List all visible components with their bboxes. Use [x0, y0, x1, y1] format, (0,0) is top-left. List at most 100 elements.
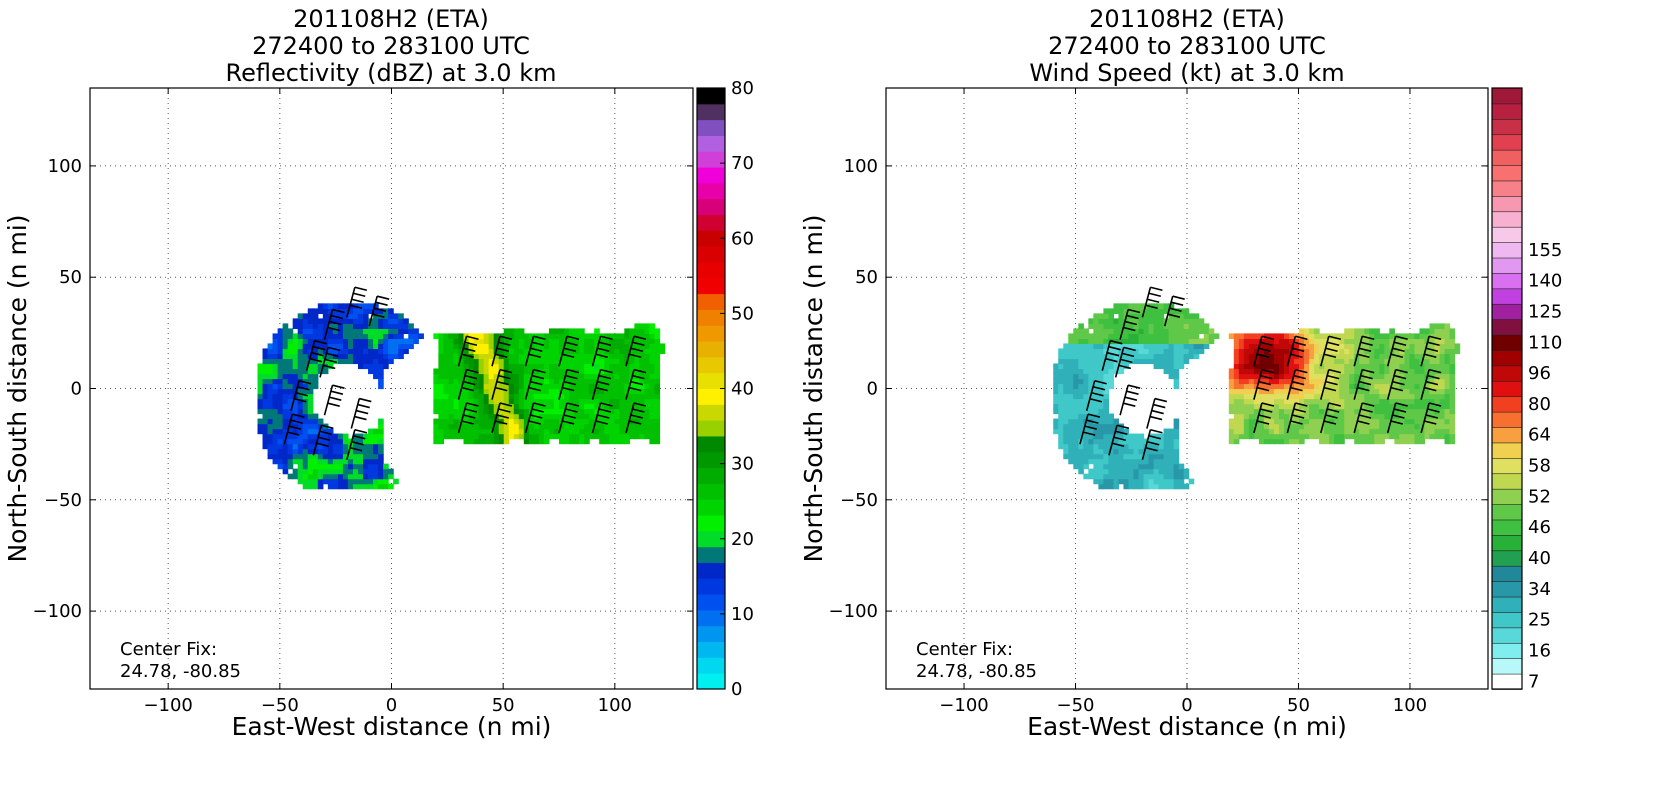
data-cell: [1253, 358, 1260, 365]
data-cell: [383, 358, 389, 365]
data-cell: [1268, 393, 1275, 400]
data-cell: [1078, 398, 1084, 405]
data-cell: [468, 363, 475, 370]
data-cell: [363, 468, 369, 475]
wind-barb-flag: [630, 347, 643, 353]
chart-title-line: 272400 to 283100 UTC: [252, 32, 530, 60]
data-cell: [1073, 458, 1079, 465]
data-cell: [1168, 308, 1175, 314]
data-cell: [1304, 383, 1310, 390]
data-cell: [574, 438, 580, 445]
data-cell: [1283, 438, 1290, 445]
data-cell: [368, 428, 374, 435]
data-cell: [1329, 418, 1335, 425]
data-cell: [1128, 473, 1135, 480]
wind-barb-flag: [528, 386, 541, 392]
data-cell: [388, 483, 394, 490]
data-cell: [1294, 433, 1300, 440]
data-cell: [493, 423, 500, 430]
data-cell: [1414, 438, 1421, 445]
data-cell: [267, 398, 274, 405]
data-cell: [1289, 408, 1295, 415]
data-cell: [438, 353, 445, 360]
data-cell: [639, 383, 646, 390]
data-cell: [508, 328, 515, 335]
y-tick-label: 0: [867, 379, 878, 400]
data-cell: [1158, 358, 1165, 365]
data-cell: [272, 373, 279, 380]
data-cell: [1419, 343, 1426, 350]
data-cell: [478, 388, 485, 395]
data-cell: [433, 393, 439, 400]
data-cell: [1309, 368, 1315, 375]
data-cell: [634, 433, 640, 440]
data-cell: [443, 368, 450, 375]
data-cell: [553, 428, 560, 435]
data-cell: [1399, 398, 1405, 405]
data-cell: [1263, 388, 1270, 395]
data-cell: [644, 378, 651, 385]
wind-barb-flag: [312, 345, 326, 351]
colorbar-tick-label: 34: [1528, 579, 1551, 600]
data-cell: [619, 413, 625, 420]
data-cell: [1409, 398, 1416, 405]
colorbar-tick-label: 58: [1528, 456, 1551, 477]
data-cell: [1344, 428, 1350, 435]
data-cell: [1354, 363, 1360, 370]
data-cell: [1359, 353, 1365, 360]
data-cell: [1429, 338, 1436, 345]
data-cell: [317, 463, 324, 470]
data-cell: [1283, 348, 1290, 355]
data-cell: [378, 433, 384, 440]
data-cell: [634, 428, 640, 435]
data-cell: [1093, 358, 1099, 365]
data-cell: [1304, 398, 1310, 405]
data-cell: [1424, 388, 1431, 395]
data-cell: [599, 423, 605, 430]
data-cell: [307, 343, 314, 350]
data-cell: [1369, 363, 1375, 370]
wind-barb-staff: [1286, 369, 1297, 400]
data-cell: [1203, 328, 1210, 335]
wind-barb-flag: [1082, 431, 1096, 436]
data-cell: [1273, 358, 1280, 365]
data-cell: [1344, 353, 1350, 360]
data-cell: [358, 473, 364, 480]
data-cell: [458, 393, 465, 400]
data-cell: [1083, 443, 1089, 450]
data-cell: [1339, 438, 1345, 445]
data-cell: [584, 428, 590, 435]
data-cell: [312, 378, 319, 385]
data-cell: [1243, 343, 1250, 350]
data-cell: [1384, 338, 1390, 345]
data-cell: [574, 358, 580, 365]
data-cell: [508, 433, 515, 440]
data-cell: [352, 348, 359, 355]
data-cell: [548, 353, 555, 360]
data-cell: [634, 323, 640, 330]
data-cell: [1268, 388, 1275, 395]
data-cell: [624, 438, 630, 445]
data-cell: [1138, 338, 1145, 345]
data-cell: [448, 408, 455, 415]
data-cell: [624, 408, 630, 415]
data-cell: [478, 363, 485, 370]
data-cell: [569, 398, 575, 405]
data-cell: [1093, 453, 1099, 460]
data-cell: [1434, 333, 1441, 340]
data-cell: [1168, 468, 1175, 475]
data-cell: [1093, 398, 1099, 405]
data-cell: [614, 433, 620, 440]
data-cell: [332, 303, 339, 309]
data-cell: [312, 473, 319, 480]
data-cell: [337, 448, 344, 455]
data-cell: [1289, 403, 1295, 410]
data-cell: [1289, 398, 1295, 405]
data-cell: [267, 453, 274, 460]
data-cell: [408, 333, 414, 340]
wind-barb-flag: [566, 335, 580, 341]
data-cell: [1334, 438, 1340, 445]
data-cell: [533, 338, 540, 345]
data-cell: [1118, 433, 1125, 440]
data-cell: [589, 403, 595, 410]
